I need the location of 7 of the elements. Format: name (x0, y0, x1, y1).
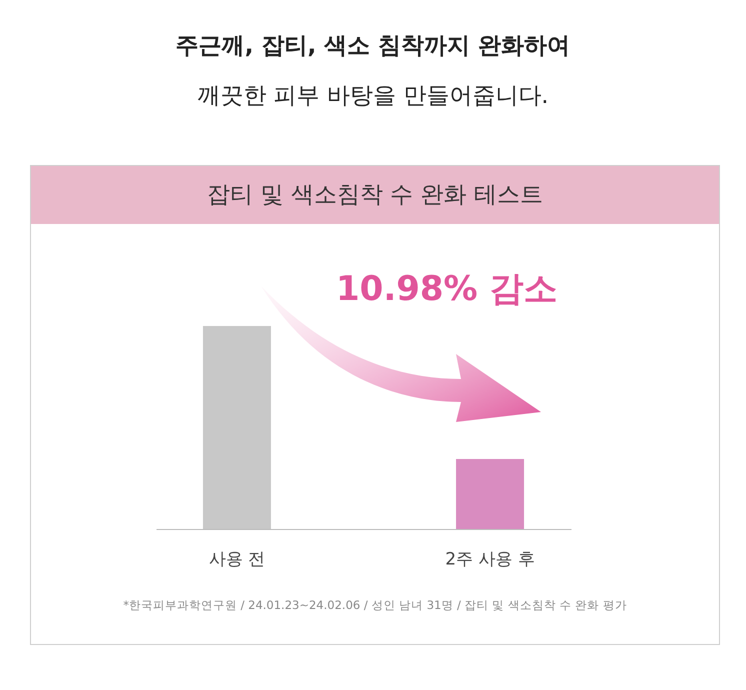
text: 10.98% 감소 (336, 268, 558, 311)
chart-subtitle: 깨끗한 피부 바탕을 만들어줍니다. (196, 82, 550, 111)
text: *한국피부과학연구원 / 24.01.23~24.02.06 / 성인 남녀 31명 / 잡티 및 색소침착 수 완화 평가 (122, 598, 628, 613)
chart-title: 주근깨, 잡티, 색소 침착까지 완화하여 (174, 32, 572, 61)
x-tick-label: 2주 사용 후 (445, 550, 535, 570)
x-tick-label: 사용 전 (208, 550, 266, 570)
text: 잡티 및 색소침착 수 완화 테스트 (31, 166, 719, 224)
